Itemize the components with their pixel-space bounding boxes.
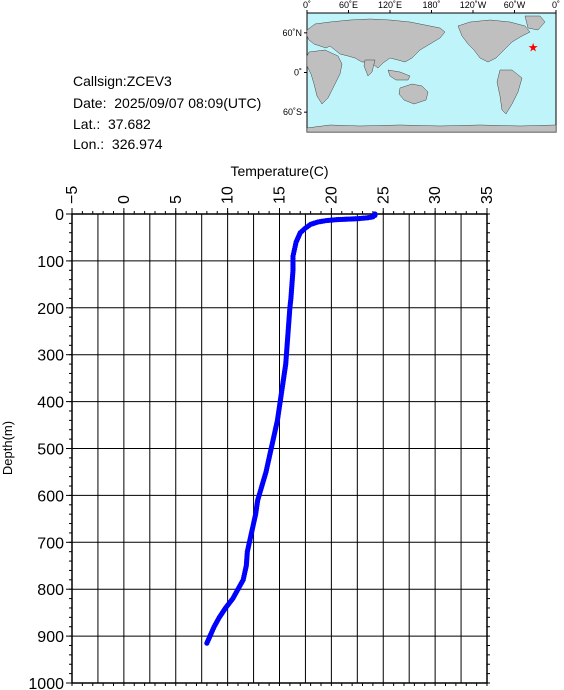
map-lat-label: 0˚ xyxy=(294,68,302,78)
x-tick-label: 5 xyxy=(168,195,185,204)
y-tick-label: 0 xyxy=(55,207,64,224)
x-tick-label: 30 xyxy=(427,186,444,204)
map-lon-label: 0˚ xyxy=(552,0,560,10)
latitude-text: Lat.: 37.682 xyxy=(73,116,151,132)
plot-area: −5 0 5 10 15 20 25 30 35 01002003004005006007008… xyxy=(0,163,496,690)
y-tick-label: 300 xyxy=(37,348,64,365)
land-eurasia xyxy=(306,18,446,69)
x-tick-labels: −5 0 5 10 15 20 25 30 35 xyxy=(64,186,496,204)
land-india xyxy=(363,59,376,77)
map-ticks xyxy=(304,10,557,113)
x-axis-label: Temperature(C) xyxy=(230,163,328,179)
map-lat-labels: 60˚N 0˚ 60˚S xyxy=(282,28,302,117)
y-tick-labels: 0 100 200 300 400 500 600 700 800 900 1000 xyxy=(28,207,64,690)
map-lon-label: 180˚ xyxy=(422,0,440,10)
map-lon-label: 0˚ xyxy=(303,0,311,10)
map-lat-label: 60˚N xyxy=(282,28,302,38)
map-lon-label: 60˚E xyxy=(339,0,358,10)
x-tick-label: 35 xyxy=(479,186,496,204)
y-tick-label: 400 xyxy=(37,395,64,412)
x-tick-label: 25 xyxy=(375,186,392,204)
x-tick-label: 15 xyxy=(272,186,289,204)
callsign-text: Callsign:ZCEV3 xyxy=(73,73,172,89)
station-marker-icon: ★ xyxy=(528,41,539,55)
map-lon-labels: 0˚ 60˚E 120˚E 180˚ 120˚W 60˚W 0˚ xyxy=(303,0,560,10)
x-tick-label: 10 xyxy=(220,186,237,204)
plot-frame xyxy=(71,213,488,684)
world-map: 0˚ 60˚E 120˚E 180˚ 120˚W 60˚W 0˚ 60˚N 0˚ 60˚S ★ xyxy=(282,0,560,133)
y-tick-label: 1000 xyxy=(28,676,64,690)
y-tick-label: 800 xyxy=(37,582,64,599)
land-north-america xyxy=(457,19,531,63)
map-lon-label: 120˚E xyxy=(378,0,402,10)
y-tick-label: 700 xyxy=(37,535,64,552)
land-se-asia xyxy=(387,69,411,81)
temperature-profile-series xyxy=(204,211,378,646)
land-greenland xyxy=(524,15,546,31)
x-tick-label: 0 xyxy=(116,195,133,204)
longitude-text: Lon.: 326.974 xyxy=(73,136,163,152)
land-south-america xyxy=(496,69,523,115)
y-tick-label: 100 xyxy=(37,254,64,271)
y-tick-label: 500 xyxy=(37,442,64,459)
date-text: Date: 2025/09/07 08:09(UTC) xyxy=(73,95,262,111)
map-lat-label: 60˚S xyxy=(283,107,302,117)
map-lon-label: 120˚W xyxy=(460,0,487,10)
x-tick-label: −5 xyxy=(64,186,81,204)
data-point xyxy=(204,640,210,646)
map-landmasses xyxy=(306,15,557,133)
plot-grid xyxy=(66,208,488,684)
land-africa xyxy=(306,49,343,105)
land-australia xyxy=(398,83,429,105)
y-tick-label: 200 xyxy=(37,301,64,318)
x-tick-label: 20 xyxy=(323,186,340,204)
y-tick-label: 600 xyxy=(37,488,64,505)
y-axis-label: Depth(m) xyxy=(0,421,15,475)
y-tick-label: 900 xyxy=(37,629,64,646)
land-antarctica xyxy=(306,124,557,133)
map-lon-label: 60˚W xyxy=(504,0,526,10)
